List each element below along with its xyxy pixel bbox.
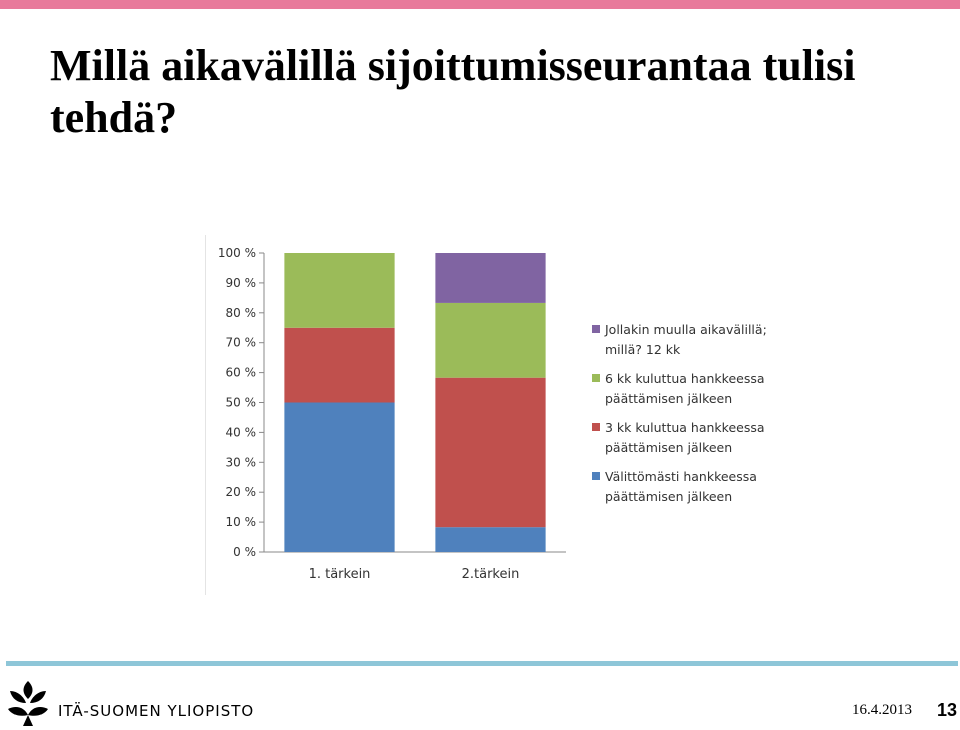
slide-number: 13 [937, 700, 958, 720]
organization-name: ITÄ-SUOMEN YLIOPISTO [58, 702, 255, 720]
bar-segment-1-1 [284, 402, 395, 552]
university-logo-icon [8, 681, 48, 726]
legend-label: 6 kk kuluttua hankkeessa päättämisen jäl… [605, 371, 765, 406]
y-tick-label: 90 % [226, 276, 257, 290]
y-tick-label: 40 % [226, 425, 257, 439]
legend-item: 6 kk kuluttua hankkeessa päättämisen jäl… [592, 369, 787, 409]
y-tick-label: 70 % [226, 336, 257, 350]
chart-legend: Jollakin muulla aikavälillä; millä? 12 k… [592, 320, 787, 516]
legend-item: 3 kk kuluttua hankkeessa päättämisen jäl… [592, 418, 787, 458]
y-tick-label: 20 % [226, 485, 257, 499]
chart-plot: 0 % 10 % 20 % 30 % 40 % 50 % 60 % 70 % 80 % 90 % 1… [218, 246, 566, 582]
legend-swatch [592, 374, 600, 382]
bar-segment-1-2 [284, 327, 395, 403]
y-tick-label: 10 % [226, 515, 257, 529]
y-tick-label: 0 % [233, 545, 256, 559]
bar-segment-2-1 [435, 527, 546, 552]
y-tick-label: 50 % [226, 396, 257, 410]
legend-swatch [592, 325, 600, 333]
stacked-bar-chart: 0 % 10 % 20 % 30 % 40 % 50 % 60 % 70 % 80 % 90 % 1… [205, 235, 792, 595]
legend-item: Välittömästi hankkeessa päättämisen jälk… [592, 467, 787, 507]
bar-segment-2-2 [435, 377, 546, 528]
legend-swatch [592, 423, 600, 431]
x-category-label: 1. tärkein [309, 567, 371, 582]
bar-segment-2-3 [435, 302, 546, 378]
legend-swatch [592, 472, 600, 480]
y-tick-label: 100 % [218, 246, 256, 260]
legend-item: Jollakin muulla aikavälillä; millä? 12 k… [592, 320, 787, 360]
bar-segment-1-3 [284, 253, 395, 328]
y-tick-label: 80 % [226, 306, 257, 320]
x-category-label: 2.tärkein [462, 567, 520, 582]
y-tick-label: 30 % [226, 455, 257, 469]
bar-segment-2-4 [435, 253, 546, 303]
slide-date: 16.4.2013 [852, 702, 912, 718]
y-tick-label: 60 % [226, 366, 257, 380]
legend-label: 3 kk kuluttua hankkeessa päättämisen jäl… [605, 420, 765, 455]
slide-title: Millä aikavälillä sijoittumisseurantaa t… [50, 41, 856, 142]
bottom-accent-bar [6, 661, 958, 666]
top-accent-bar [0, 0, 960, 9]
legend-label: Välittömästi hankkeessa päättämisen jälk… [605, 469, 757, 504]
legend-label: Jollakin muulla aikavälillä; millä? 12 k… [605, 322, 767, 357]
